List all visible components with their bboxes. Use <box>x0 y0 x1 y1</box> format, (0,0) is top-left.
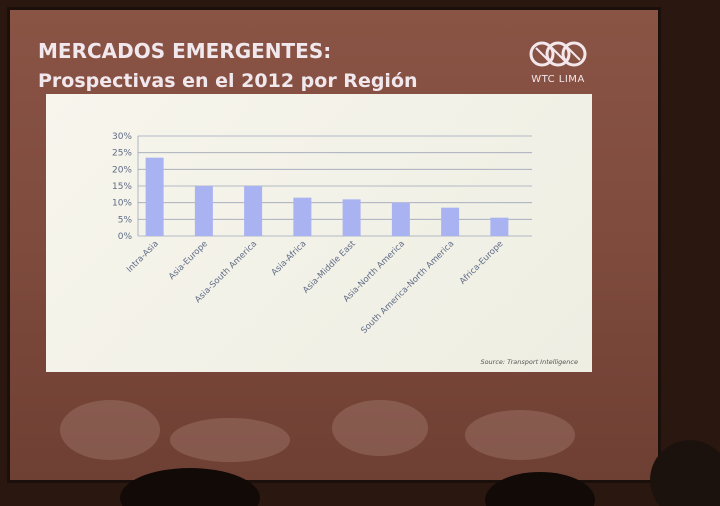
x-tick-label: Asia-Africa <box>270 239 309 278</box>
y-tick-label: 30% <box>112 132 132 142</box>
bar <box>342 199 361 236</box>
x-tick-label: Intra-Asia <box>125 239 161 275</box>
bar <box>244 186 263 236</box>
slide-title: MERCADOS EMERGENTES: Prospectivas en el … <box>38 36 418 96</box>
bar-chart: 0% 5% 10% 15% 20% 25% 30% Intra-Asia Asia-Europe… <box>112 132 532 336</box>
wtc-logo: WTC LIMA <box>528 38 588 90</box>
bar <box>293 197 312 236</box>
projection-screen: MERCADOS EMERGENTES: Prospectivas en el … <box>10 10 658 480</box>
bar <box>194 186 213 236</box>
x-tick-label: South America-North America <box>359 239 456 336</box>
y-tick-label: 20% <box>112 165 132 175</box>
x-tick-label: Asia-Middle East <box>301 239 358 296</box>
background-decoration <box>60 400 575 462</box>
y-tick-label: 10% <box>112 199 132 209</box>
x-tick-label: Asia-Europe <box>167 239 210 282</box>
bar <box>441 207 460 236</box>
y-tick-label: 15% <box>112 182 132 192</box>
y-tick-label: 0% <box>118 232 133 242</box>
y-tick-label: 25% <box>112 149 132 159</box>
bar <box>145 157 164 236</box>
slide-title-line1: MERCADOS EMERGENTES: <box>38 39 332 63</box>
y-tick-label: 5% <box>118 215 133 225</box>
globe-logo-icon <box>529 41 587 67</box>
slide-title-line2: Prospectivas en el 2012 por Región <box>38 70 418 92</box>
audience-silhouettes <box>120 440 720 506</box>
source-note: Source: Transport Intelligence <box>480 358 578 366</box>
bar <box>490 217 509 236</box>
logo-text: WTC LIMA <box>531 74 585 85</box>
x-tick-label: Africa-Europe <box>458 239 506 287</box>
bar <box>391 202 410 236</box>
chart-panel: 0% 5% 10% 15% 20% 25% 30% Intra-Asia Asia-Europe… <box>46 94 592 372</box>
